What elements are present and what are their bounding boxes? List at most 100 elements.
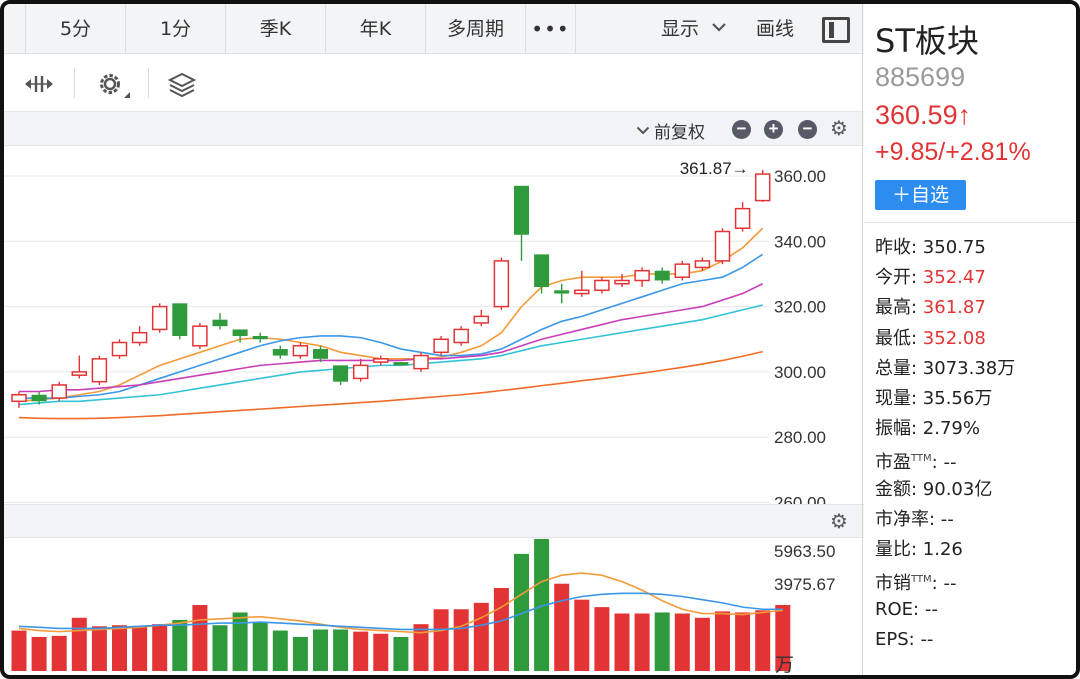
stat-row: 市净率: --	[875, 505, 1015, 535]
volume-bar	[755, 610, 771, 671]
stat-label: ROE:	[875, 599, 920, 621]
candle	[614, 273, 630, 288]
volume-bar	[654, 612, 670, 671]
stat-value: 35.56万	[917, 387, 993, 409]
volume-bar	[152, 624, 168, 671]
candle	[71, 355, 88, 379]
high-price-annotation: 361.87→	[680, 159, 749, 178]
settings-icon[interactable]	[96, 70, 134, 100]
tab-5min[interactable]: 5分	[26, 4, 126, 54]
stat-label: 总量:	[875, 357, 918, 379]
kline-chart[interactable]: 360.00 340.00 320.00 300.00 280.00 260.00 361.…	[4, 147, 862, 504]
tab-quarter-k[interactable]: 季K	[226, 4, 326, 54]
volume-bar	[31, 636, 47, 671]
stat-row: 总量: 3073.38万	[875, 354, 1015, 384]
candle-body	[232, 329, 248, 336]
volume-bar	[715, 611, 730, 671]
y-tick-label: 300.00	[774, 363, 826, 382]
stat-row: 市盈TTM: --	[875, 444, 1015, 474]
volume-chart[interactable]: 5963.50 3975.67 万	[4, 539, 862, 679]
candle	[373, 355, 389, 366]
adjust-dropdown[interactable]: 前复权	[636, 118, 705, 143]
chart-settings-icon[interactable]: ⚙	[830, 118, 848, 140]
candle-body	[514, 185, 529, 235]
zoom-out-button[interactable]: −	[732, 120, 751, 139]
candle	[554, 283, 570, 304]
candle	[694, 257, 711, 271]
layers-icon[interactable]	[167, 71, 197, 99]
stat-value: 2.79%	[917, 418, 980, 440]
candle	[674, 260, 691, 281]
volume-bar	[272, 630, 288, 671]
candle	[352, 358, 369, 382]
volume-settings-icon[interactable]: ⚙	[830, 511, 848, 533]
candle-body	[694, 260, 711, 269]
chevron-down-icon	[712, 23, 726, 32]
volume-bar	[91, 626, 107, 671]
candle-body	[252, 335, 268, 340]
volume-bar	[353, 631, 369, 671]
volume-bar	[674, 613, 690, 671]
candle-body	[31, 394, 47, 402]
display-label: 显示	[660, 18, 699, 40]
volume-bar	[252, 622, 268, 671]
volume-unit-label: 万	[775, 655, 794, 676]
stat-label-suffix: TTM	[911, 453, 932, 465]
volume-bar	[51, 635, 67, 671]
stat-row: EPS: --	[875, 625, 1015, 655]
stat-row: 振幅: 2.79%	[875, 414, 1015, 444]
candle-body	[674, 263, 691, 278]
candle-body	[433, 338, 449, 354]
candle-body	[554, 290, 570, 294]
add-watchlist-button[interactable]: ＋自选	[875, 180, 966, 210]
candle-body	[292, 345, 309, 357]
stat-value: 3073.38万	[917, 357, 1016, 379]
stat-label: 市净率:	[875, 508, 936, 530]
stat-row: 最低: 352.08	[875, 324, 1015, 354]
tab-1min[interactable]: 1分	[126, 4, 226, 54]
candle	[51, 381, 67, 402]
stat-value: --	[937, 573, 957, 595]
tab-prev[interactable]	[4, 4, 26, 54]
candle	[313, 345, 328, 363]
more-button[interactable]: •••	[526, 4, 576, 54]
resize-horizontal-icon[interactable]	[22, 72, 56, 96]
volume-bar	[614, 613, 630, 671]
volume-header: ⚙	[4, 504, 864, 538]
candle	[433, 335, 449, 356]
candle	[413, 352, 429, 372]
candle-body	[634, 269, 650, 282]
candle-body	[493, 260, 510, 308]
candle	[31, 391, 47, 405]
volume-bar	[453, 609, 469, 671]
quote-stats: 昨收: 350.75 今开: 352.47 最高: 361.87 最低: 352.08…	[875, 233, 1015, 656]
zoom-in-button[interactable]: +	[764, 120, 783, 139]
moving-average-line	[18, 350, 763, 420]
last-price: 360.59↑	[875, 100, 972, 130]
stat-label-suffix: TTM	[911, 574, 932, 586]
period-toolbar: 5分 1分 季K 年K 多周期 ••• 显示 画线	[4, 4, 864, 54]
y-tick-label: 280.00	[774, 428, 826, 447]
candle	[594, 277, 610, 294]
stat-label: 量比:	[875, 538, 918, 560]
volume-bar	[694, 617, 710, 671]
candle	[212, 313, 228, 330]
stat-label: EPS:	[875, 629, 915, 651]
volume-bar	[172, 619, 188, 671]
adjust-label: 前复权	[654, 123, 705, 143]
volume-bar	[11, 630, 27, 671]
sidebar-toggle-icon[interactable]	[822, 17, 850, 43]
candle	[232, 329, 248, 343]
candle-body	[111, 341, 128, 357]
candle-body	[272, 349, 288, 356]
collapse-button[interactable]: −	[798, 120, 817, 139]
display-dropdown[interactable]: 显示	[649, 4, 739, 54]
candle	[131, 326, 148, 346]
tab-multi-period[interactable]: 多周期	[426, 4, 526, 54]
moving-average-line	[19, 253, 764, 399]
volume-bar	[735, 612, 751, 671]
tab-year-k[interactable]: 年K	[326, 4, 426, 54]
stat-row: 金额: 90.03亿	[875, 475, 1015, 505]
candle-body	[373, 358, 389, 363]
draw-line-button[interactable]: 画线	[755, 18, 794, 40]
